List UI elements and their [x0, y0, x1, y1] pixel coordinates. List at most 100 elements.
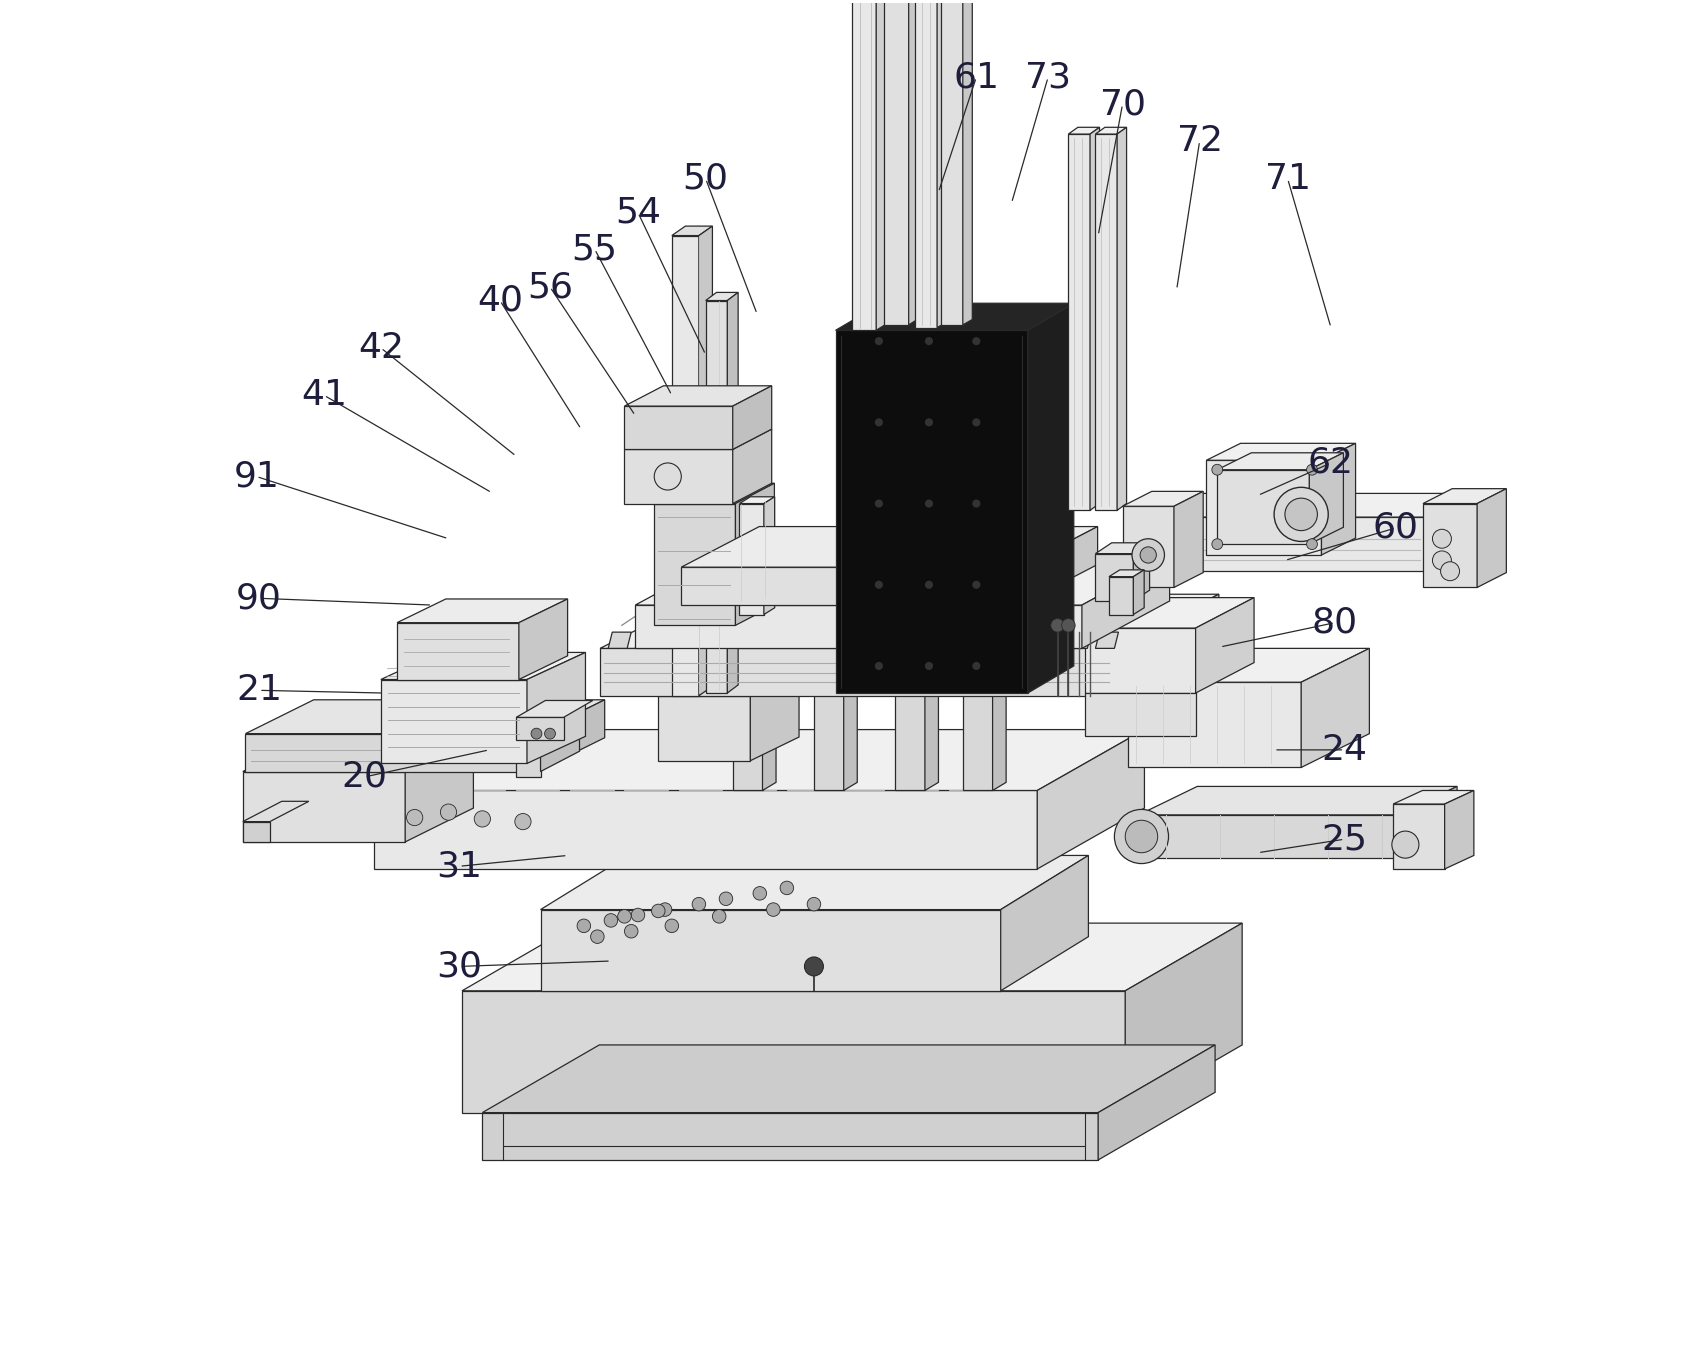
Polygon shape [600, 648, 1112, 696]
Circle shape [577, 919, 590, 932]
Polygon shape [246, 700, 606, 734]
Polygon shape [624, 429, 772, 450]
Polygon shape [908, 0, 920, 325]
Circle shape [972, 419, 981, 427]
Polygon shape [1134, 542, 1149, 601]
Polygon shape [915, 0, 937, 328]
Polygon shape [1139, 815, 1399, 858]
Text: 30: 30 [436, 950, 483, 984]
Polygon shape [516, 718, 563, 741]
Polygon shape [735, 484, 774, 625]
Circle shape [1125, 821, 1157, 852]
Circle shape [925, 419, 934, 427]
Text: 80: 80 [1312, 606, 1357, 640]
Text: 25: 25 [1322, 822, 1367, 856]
Polygon shape [1085, 693, 1196, 737]
Polygon shape [851, 632, 875, 648]
Polygon shape [762, 685, 775, 791]
Circle shape [1140, 546, 1156, 563]
Polygon shape [937, 0, 947, 328]
Polygon shape [636, 557, 1169, 605]
Polygon shape [1117, 128, 1127, 511]
Polygon shape [1095, 542, 1149, 553]
Polygon shape [1206, 461, 1322, 554]
Polygon shape [733, 429, 772, 504]
Polygon shape [1477, 489, 1507, 587]
Polygon shape [1393, 805, 1445, 868]
Circle shape [713, 909, 727, 923]
Text: 61: 61 [954, 60, 999, 94]
Text: 55: 55 [572, 232, 617, 266]
Polygon shape [797, 632, 821, 648]
Polygon shape [925, 685, 939, 791]
Text: 90: 90 [235, 582, 283, 616]
Polygon shape [380, 652, 585, 680]
Circle shape [1307, 465, 1317, 476]
Circle shape [1115, 810, 1169, 863]
Polygon shape [934, 632, 955, 648]
Circle shape [767, 902, 780, 916]
Circle shape [545, 728, 555, 739]
Polygon shape [681, 526, 1098, 567]
Polygon shape [1218, 470, 1309, 544]
Polygon shape [1122, 507, 1174, 587]
Polygon shape [1095, 553, 1134, 601]
Text: 21: 21 [235, 673, 283, 707]
Polygon shape [600, 594, 1219, 648]
Polygon shape [1068, 128, 1100, 135]
Polygon shape [1068, 135, 1090, 511]
Text: 20: 20 [341, 760, 387, 794]
Circle shape [754, 886, 767, 900]
Polygon shape [246, 734, 537, 772]
Polygon shape [1196, 598, 1255, 693]
Polygon shape [1108, 576, 1134, 614]
Text: 73: 73 [1024, 60, 1071, 94]
Polygon shape [242, 772, 405, 843]
Circle shape [691, 897, 706, 911]
Polygon shape [1001, 855, 1088, 991]
Polygon shape [962, 0, 972, 325]
Circle shape [604, 913, 617, 927]
Circle shape [925, 500, 934, 508]
Polygon shape [750, 673, 799, 761]
Text: 31: 31 [436, 849, 483, 883]
Circle shape [617, 909, 631, 923]
Circle shape [925, 580, 934, 588]
Polygon shape [1129, 682, 1302, 768]
Polygon shape [1095, 128, 1127, 135]
Polygon shape [537, 700, 606, 772]
Text: 50: 50 [683, 162, 728, 196]
Polygon shape [1174, 492, 1203, 587]
Polygon shape [663, 632, 685, 648]
Polygon shape [1129, 516, 1426, 571]
Polygon shape [516, 731, 540, 777]
Circle shape [875, 662, 883, 670]
Polygon shape [463, 991, 1125, 1113]
Polygon shape [1085, 598, 1255, 628]
Polygon shape [733, 386, 772, 450]
Text: 24: 24 [1322, 733, 1367, 766]
Polygon shape [671, 226, 713, 235]
Polygon shape [681, 567, 1019, 605]
Polygon shape [1082, 557, 1169, 648]
Polygon shape [1129, 648, 1369, 682]
Polygon shape [1134, 569, 1144, 614]
Polygon shape [727, 292, 738, 693]
Polygon shape [609, 632, 631, 648]
Polygon shape [540, 909, 1001, 991]
Polygon shape [992, 685, 1006, 791]
Polygon shape [836, 330, 1028, 693]
Circle shape [407, 810, 422, 826]
Circle shape [780, 881, 794, 894]
Polygon shape [876, 0, 886, 330]
Polygon shape [1122, 492, 1203, 507]
Polygon shape [654, 484, 774, 504]
Polygon shape [1218, 453, 1344, 470]
Polygon shape [397, 622, 518, 680]
Polygon shape [895, 685, 939, 693]
Polygon shape [962, 685, 1006, 693]
Polygon shape [483, 1045, 1214, 1113]
Text: 42: 42 [358, 330, 404, 366]
Polygon shape [1129, 493, 1475, 516]
Polygon shape [1085, 628, 1196, 693]
